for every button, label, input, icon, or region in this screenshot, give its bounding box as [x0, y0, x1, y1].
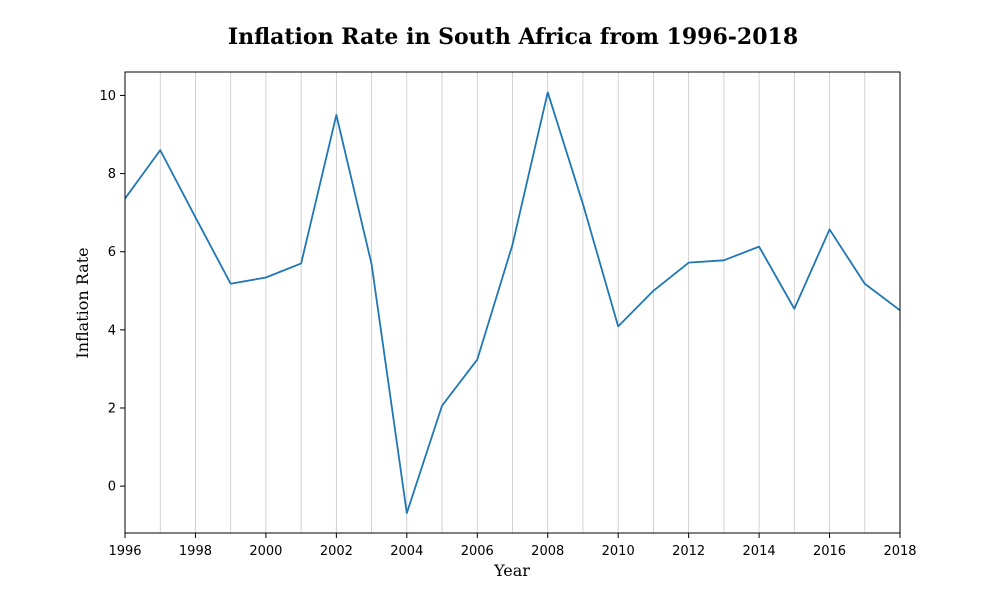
- y-tick-label: 0: [108, 480, 116, 495]
- x-tick-label: 2010: [602, 544, 635, 559]
- y-tick-label: 6: [108, 245, 116, 260]
- y-tick-label: 10: [99, 89, 116, 104]
- x-axis-ticks: 1996 1998 2000 2002 2004 2006 2008 2010 2012 2014…: [108, 533, 917, 559]
- y-tick-label: 2: [108, 401, 116, 416]
- y-axis-ticks: 0 2 4 6 8 10: [99, 89, 125, 495]
- x-tick-label: 2002: [320, 544, 353, 559]
- series-line-0: [124, 91, 901, 514]
- x-tick-label: 1996: [108, 544, 141, 559]
- x-tick-label: 2018: [883, 544, 916, 559]
- x-tick-label: 2006: [461, 544, 494, 559]
- chart-title: Inflation Rate in South Africa from 1996…: [228, 24, 798, 50]
- grid: [124, 72, 901, 533]
- plot-area-frame: [124, 71, 901, 534]
- y-tick-label: 8: [108, 167, 116, 182]
- x-tick-label: 2012: [672, 544, 705, 559]
- x-tick-label: 2016: [813, 544, 846, 559]
- x-tick-label: 2008: [531, 544, 564, 559]
- x-tick-label: 2014: [743, 544, 776, 559]
- y-axis-label: Inflation Rate: [73, 247, 92, 358]
- x-tick-label: 2000: [249, 544, 282, 559]
- y-tick-label: 4: [108, 323, 116, 338]
- x-tick-label: 2004: [390, 544, 423, 559]
- x-axis-label: Year: [493, 561, 530, 580]
- plot-series: [124, 91, 901, 514]
- x-tick-label: 1998: [179, 544, 212, 559]
